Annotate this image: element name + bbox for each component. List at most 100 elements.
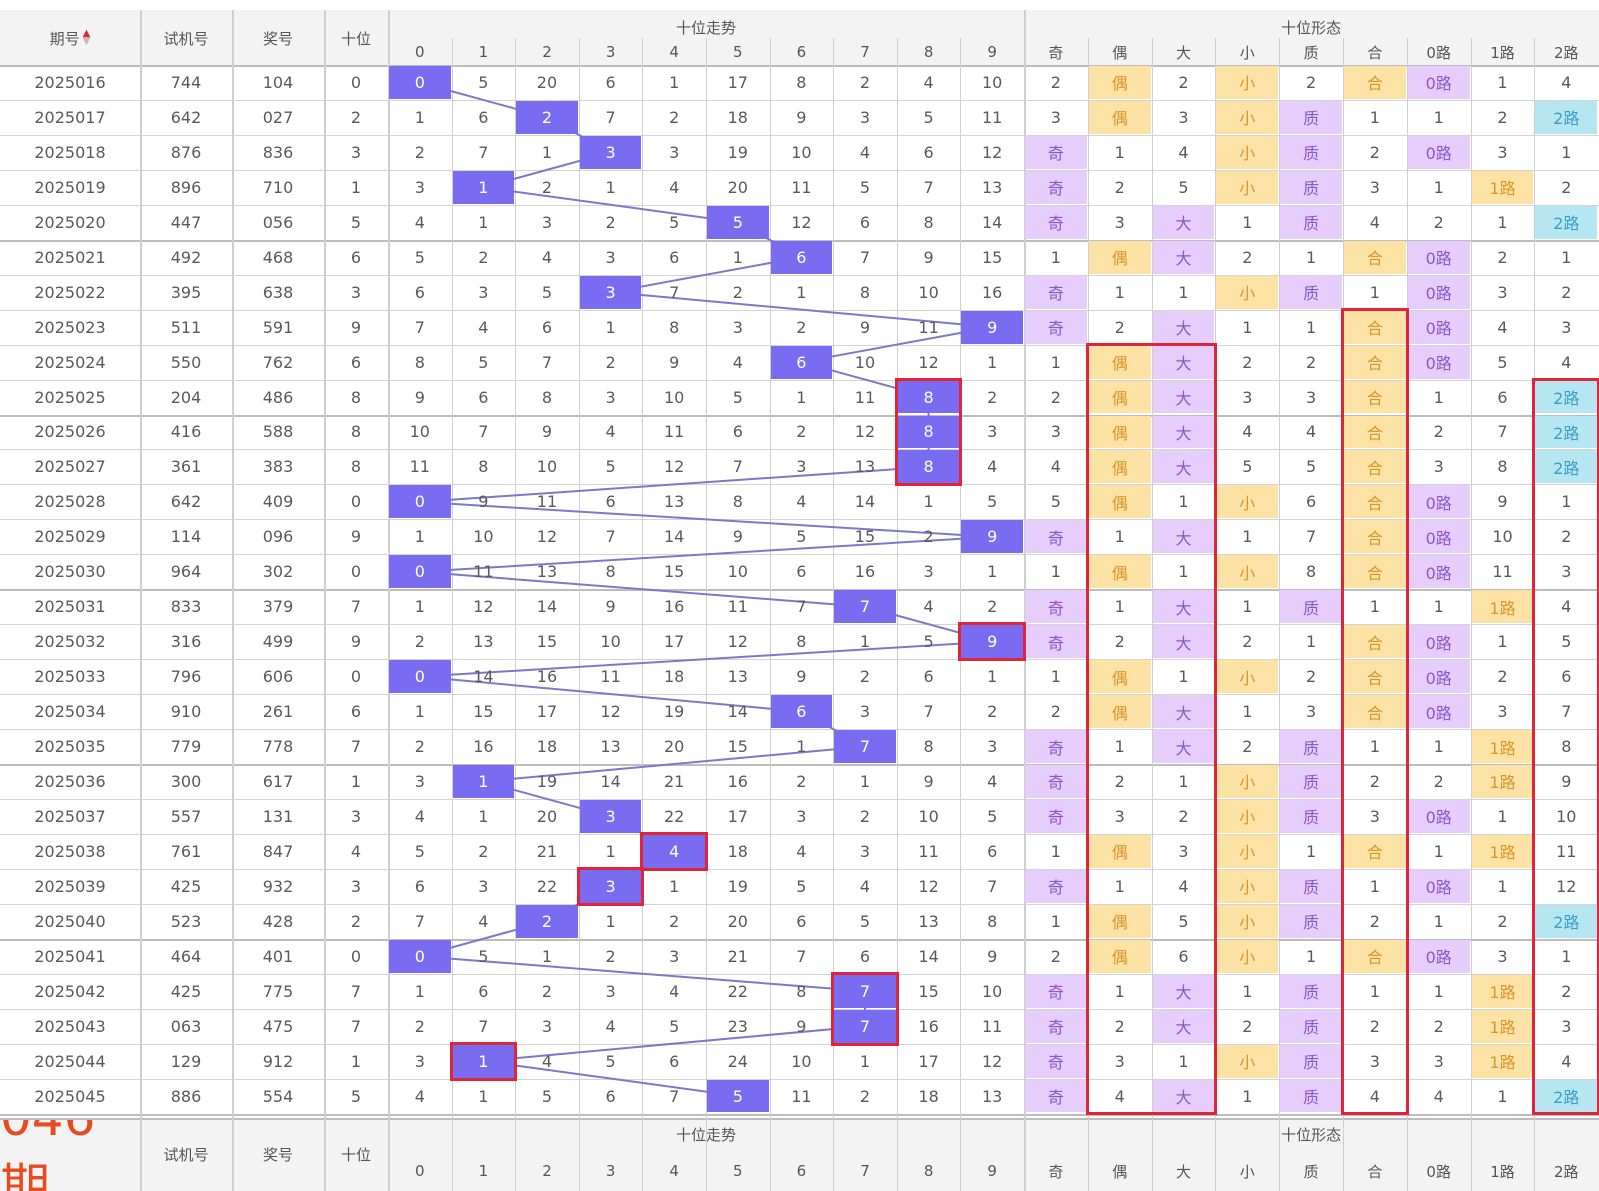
trend-miss-count: 4 xyxy=(923,72,934,92)
form-cell: 小 xyxy=(1216,1044,1279,1078)
trend-miss-count: 15 xyxy=(473,702,494,722)
column-divider xyxy=(706,38,707,1191)
form-cell: 奇 xyxy=(1025,1044,1087,1078)
form-cell: 小 xyxy=(1216,834,1279,868)
form-cell: 3 xyxy=(1114,212,1125,232)
prize-number: 606 xyxy=(262,667,294,687)
trend-miss-count: 6 xyxy=(478,387,489,407)
form-cell: 12 xyxy=(1556,876,1577,896)
column-divider xyxy=(452,38,453,1191)
trend-miss-count: 14 xyxy=(854,492,876,512)
tens-digit: 3 xyxy=(350,282,362,302)
column-divider xyxy=(388,10,390,1191)
trend-miss-count: 7 xyxy=(796,597,807,617)
trend-miss-count: 5 xyxy=(796,527,807,547)
tens-digit: 4 xyxy=(350,841,362,861)
form-cell: 1 xyxy=(1050,911,1061,931)
trend-miss-count: 4 xyxy=(859,876,871,896)
trend-hit-cell: 3 xyxy=(579,869,642,903)
prize-number: 475 xyxy=(262,1016,294,1036)
tens-digit: 0 xyxy=(350,562,362,582)
form-cell: 11 xyxy=(1556,841,1577,861)
tens-digit: 6 xyxy=(350,702,362,722)
form-cell: 8 xyxy=(1305,562,1317,582)
trend-miss-count: 9 xyxy=(541,422,553,442)
column-divider xyxy=(1471,38,1472,1191)
trend-miss-count: 15 xyxy=(727,737,748,757)
form-cell: 2 xyxy=(1242,247,1253,267)
form-cell: 10 xyxy=(1556,806,1577,826)
form-cell: 4 xyxy=(1561,1051,1572,1071)
header-form: 合 xyxy=(1367,43,1383,62)
footer-form: 小 xyxy=(1239,1162,1255,1181)
row-divider xyxy=(0,729,1599,730)
issue-number: 2025037 xyxy=(34,806,106,826)
row-divider xyxy=(0,65,1599,67)
trend-miss-count: 5 xyxy=(732,387,743,407)
tens-digit: 0 xyxy=(350,667,362,687)
trial-number: 395 xyxy=(170,282,202,302)
form-cell: 小 xyxy=(1216,485,1279,519)
column-divider xyxy=(324,10,326,1191)
tens-digit: 8 xyxy=(350,422,362,442)
form-cell: 1路 xyxy=(1471,974,1534,1008)
trend-miss-count: 1 xyxy=(859,771,871,791)
trend-miss-count: 5 xyxy=(414,247,425,267)
form-cell: 偶 xyxy=(1088,555,1151,589)
form-cell: 奇 xyxy=(1025,520,1087,554)
trend-miss-count: 12 xyxy=(982,1051,1003,1071)
form-cell: 4 xyxy=(1114,1086,1125,1106)
trend-miss-count: 2 xyxy=(796,771,807,791)
trend-hit-cell: 0 xyxy=(389,939,451,973)
form-cell: 7 xyxy=(1305,527,1317,547)
form-cell: 1 xyxy=(1369,597,1380,617)
trend-miss-count: 5 xyxy=(605,457,616,477)
trend-miss-count: 6 xyxy=(478,107,489,127)
row-divider xyxy=(0,170,1599,171)
form-cell: 小 xyxy=(1216,904,1279,938)
trend-miss-count: 13 xyxy=(982,1086,1003,1106)
form-cell: 偶 xyxy=(1088,100,1151,134)
form-cell: 1 xyxy=(1114,597,1125,617)
form-cell: 3 xyxy=(1497,702,1508,722)
form-cell: 1 xyxy=(1561,142,1572,162)
form-cell: 1 xyxy=(1050,247,1061,267)
form-cell: 1 xyxy=(1178,771,1189,791)
row-divider xyxy=(0,1079,1599,1080)
form-cell: 1 xyxy=(1050,667,1061,687)
footer-tens: 十位 xyxy=(340,1145,371,1164)
footer-form: 1路 xyxy=(1490,1162,1515,1181)
trial-number: 896 xyxy=(170,177,202,197)
column-divider xyxy=(1152,38,1153,1191)
issue-number: 2025026 xyxy=(34,422,106,442)
trend-miss-count: 17 xyxy=(918,1051,939,1071)
trend-miss-count: 14 xyxy=(982,212,1003,232)
form-cell: 1 xyxy=(1433,841,1444,861)
form-cell: 0路 xyxy=(1407,660,1470,694)
form-cell: 3 xyxy=(1369,1051,1380,1071)
trend-miss-count: 12 xyxy=(918,352,939,372)
trial-number: 964 xyxy=(170,562,202,582)
trend-miss-count: 12 xyxy=(854,422,876,442)
sort-arrows-icon[interactable]: ▲ ▼ xyxy=(82,28,91,47)
trend-miss-count: 8 xyxy=(414,352,425,372)
trend-miss-count: 8 xyxy=(478,457,489,477)
issue-number: 2025038 xyxy=(34,841,106,861)
trend-miss-count: 13 xyxy=(473,632,494,652)
form-cell: 1 xyxy=(1242,981,1253,1001)
trend-miss-count: 11 xyxy=(600,667,621,687)
header-issue[interactable]: 期号 ▲ ▼ xyxy=(0,10,140,66)
trend-miss-count: 11 xyxy=(982,1016,1003,1036)
form-cell: 0路 xyxy=(1407,240,1470,274)
form-cell: 0路 xyxy=(1407,310,1470,344)
form-cell: 质 xyxy=(1280,1079,1342,1113)
form-cell: 5 xyxy=(1242,457,1253,477)
prize-number: 379 xyxy=(262,597,294,617)
header-digit: 7 xyxy=(860,43,870,61)
trend-miss-count: 3 xyxy=(414,771,425,791)
trend-miss-count: 4 xyxy=(605,1016,616,1036)
form-cell: 1 xyxy=(1114,981,1125,1001)
trend-miss-count: 6 xyxy=(796,562,807,582)
form-cell: 偶 xyxy=(1088,345,1151,379)
form-cell: 6 xyxy=(1497,387,1508,407)
